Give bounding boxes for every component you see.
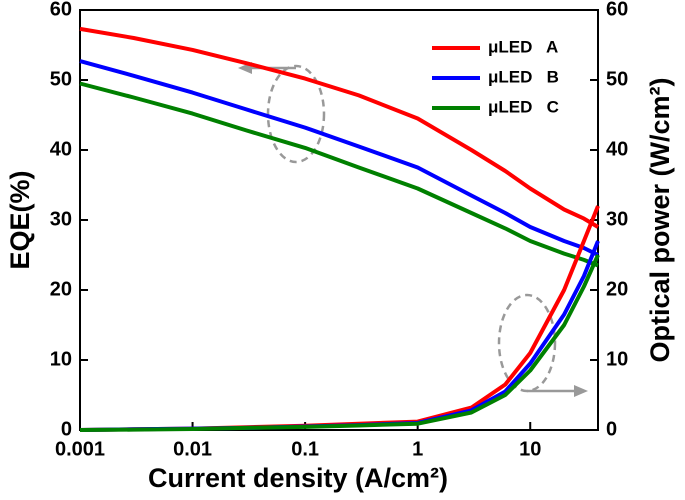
series-line xyxy=(79,254,600,432)
y-tick-label: 30 xyxy=(50,208,72,230)
series-line xyxy=(79,205,600,432)
series-line xyxy=(79,59,599,257)
series-line xyxy=(79,240,600,432)
y2-tick-label: 10 xyxy=(606,348,628,370)
y2-tick-label: 0 xyxy=(606,418,617,440)
y-tick-label: 60 xyxy=(50,0,72,20)
x-axis-label: Current density (A/cm²) xyxy=(148,463,448,493)
series-line xyxy=(79,81,599,268)
y2-tick-label: 60 xyxy=(606,0,628,20)
y2-tick-label: 40 xyxy=(606,138,628,160)
y2-tick-label: 30 xyxy=(606,208,628,230)
y-tick-label: 0 xyxy=(61,418,72,440)
y-tick-label: 50 xyxy=(50,68,72,90)
legend-label: μLED B xyxy=(488,67,559,86)
x-tick-label: 0.1 xyxy=(291,438,319,460)
x-tick-label: 1 xyxy=(412,438,423,460)
x-tick-label: 0.001 xyxy=(55,438,105,460)
x-tick-label: 0.01 xyxy=(173,438,212,460)
y2-tick-label: 50 xyxy=(606,68,628,90)
y-tick-label: 40 xyxy=(50,138,72,160)
y2-tick-label: 20 xyxy=(606,278,628,300)
legend-label: μLED C xyxy=(488,97,559,116)
x-tick-label: 10 xyxy=(519,438,541,460)
y-axis-label: EQE(%) xyxy=(5,170,35,269)
y-tick-label: 20 xyxy=(50,278,72,300)
legend-label: μLED A xyxy=(488,37,558,56)
y-tick-label: 10 xyxy=(50,348,72,370)
annotation-ellipse xyxy=(266,64,326,164)
series-line xyxy=(79,26,600,229)
y2-axis-label: Optical power (W/cm²) xyxy=(645,77,675,362)
arrow-head xyxy=(574,385,588,397)
